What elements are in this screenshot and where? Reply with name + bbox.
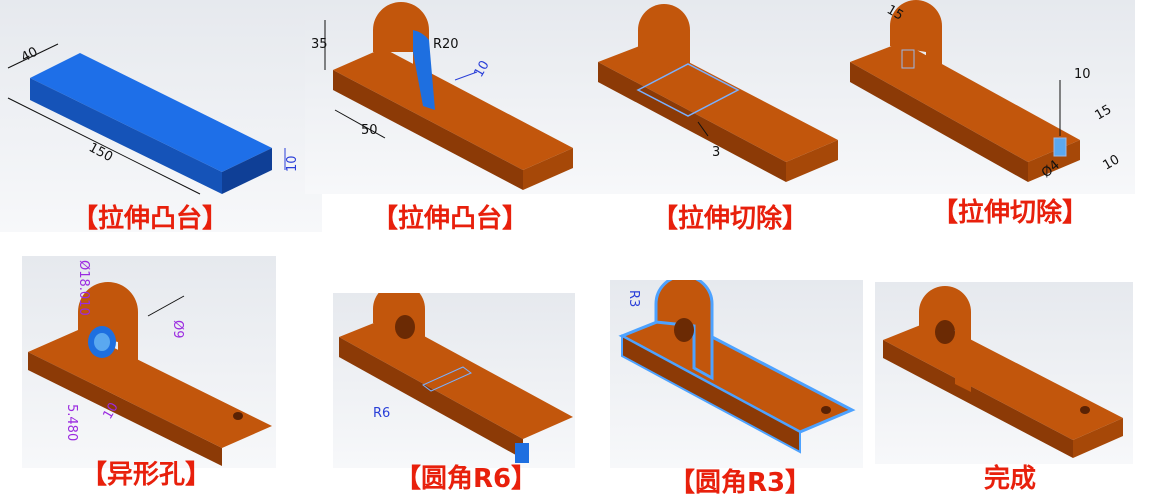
dim-150: 150 [86,140,115,165]
step-6-image: R6 [333,293,575,468]
dim-5-480: 5.480 [64,404,79,441]
step-1-caption: 【拉伸凸台】 [71,204,228,234]
step-7-image: R3 [610,280,863,468]
step-8-image [875,282,1133,464]
step-7-caption: 【圆角R3】 [668,468,812,498]
step-6-caption: 【圆角R6】 [394,464,538,494]
dim-r20: R20 [433,37,459,52]
dim-50: 50 [361,123,378,138]
step-3-caption: 【拉伸切除】 [651,204,808,234]
step-8-caption: 完成 [983,464,1036,494]
dim-r6: R6 [373,406,390,421]
step-4-caption: 【拉伸切除】 [931,198,1088,228]
dim-10: 10 [100,400,121,422]
step-5-image: Ø18.010 Ø9 5.480 10 [22,256,276,468]
step-2-image: 35 R20 10 50 [305,0,588,194]
dim-dia18: Ø18.010 [76,260,91,316]
dim-15-a: 15 [884,2,906,23]
step-3-image: 3 [588,0,850,194]
dim-10-b: 10 [1101,152,1123,173]
dim-10: 10 [285,155,300,172]
step-5-caption: 【异形孔】 [80,460,211,490]
dim-dia9: Ø9 [170,320,185,339]
dim-40: 40 [19,45,41,66]
step-1-image: 40 150 10 [0,0,322,232]
dim-r3: R3 [626,290,641,307]
step-4-image: 15 10 15 10 Ø4 [850,0,1135,194]
dim-15-b: 15 [1093,102,1115,123]
dim-3: 3 [712,145,720,160]
dim-10: 10 [471,58,492,80]
step-2-caption: 【拉伸凸台】 [371,204,528,234]
dim-35: 35 [311,37,328,52]
dim-10-a: 10 [1074,67,1091,82]
